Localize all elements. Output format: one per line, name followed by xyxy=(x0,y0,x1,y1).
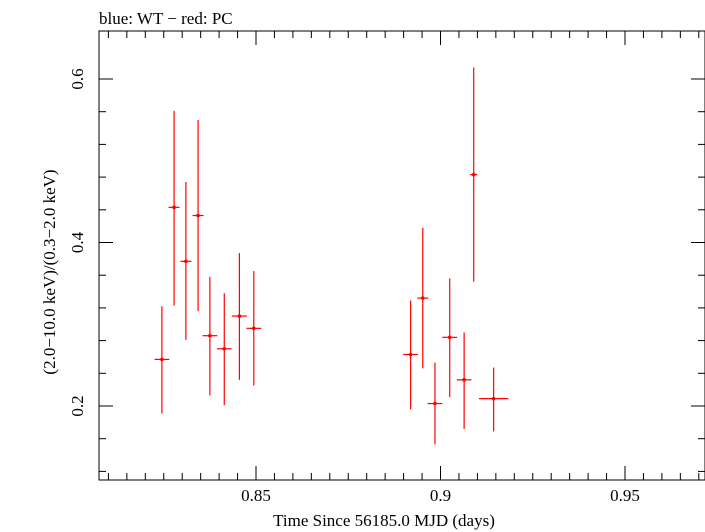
data-marker xyxy=(222,346,227,351)
data-marker xyxy=(471,172,476,177)
data-point xyxy=(154,306,170,414)
data-marker xyxy=(420,296,425,300)
data-marker xyxy=(447,335,452,340)
data-marker xyxy=(208,333,212,338)
y-axis: 0.2 0.4 0.6 xyxy=(68,68,705,472)
data-marker xyxy=(237,314,242,318)
data-point xyxy=(216,293,232,406)
x-tick-label: 0.9 xyxy=(430,486,451,505)
data-point xyxy=(232,253,247,380)
data-marker xyxy=(408,352,413,357)
data-point xyxy=(168,110,180,306)
x-axis: 0.85 0.9 0.95 xyxy=(107,31,700,505)
data-marker xyxy=(196,213,200,218)
x-tick-label: 0.85 xyxy=(241,486,271,505)
x-tick-label: 0.95 xyxy=(610,486,640,505)
data-marker xyxy=(251,326,256,331)
y-tick-label: 0.6 xyxy=(68,68,87,89)
data-point xyxy=(456,332,472,429)
data-marker xyxy=(491,396,496,401)
data-point xyxy=(478,367,509,432)
data-point xyxy=(417,227,429,369)
chart-title: blue: WT − red: PC xyxy=(99,9,233,28)
data-point xyxy=(442,278,458,398)
data-marker xyxy=(462,378,466,382)
data-point xyxy=(470,67,478,282)
data-point xyxy=(202,276,218,396)
data-marker xyxy=(433,401,437,406)
y-tick-label: 0.4 xyxy=(68,231,87,253)
y-tick-label: 0.2 xyxy=(68,395,87,416)
x-axis-label: Time Since 56185.0 MJD (days) xyxy=(273,511,495,530)
data-point xyxy=(403,300,418,410)
data-marker xyxy=(160,357,164,362)
data-point xyxy=(427,362,443,445)
data-point xyxy=(246,271,262,386)
plot-frame xyxy=(98,30,705,481)
data-series-pc xyxy=(154,67,509,445)
data-point xyxy=(180,182,192,340)
data-marker xyxy=(184,259,188,264)
y-axis-label: (2.0−10.0 keV)/(0.3−2.0 keV) xyxy=(40,169,59,374)
data-marker xyxy=(172,205,176,210)
data-point xyxy=(192,119,204,312)
